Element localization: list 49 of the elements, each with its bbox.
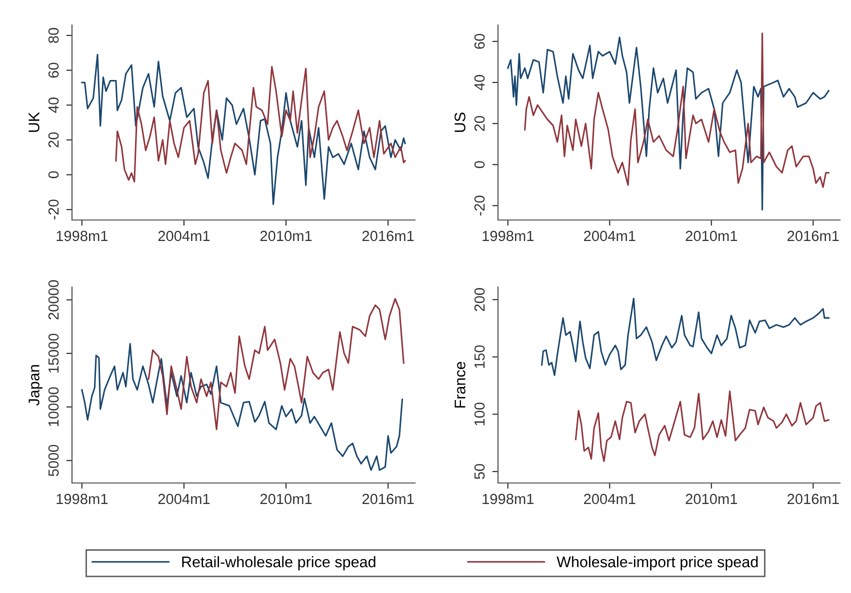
x-tick-label: 2004m1 (158, 230, 210, 242)
x-tick-label: 1998m1 (56, 230, 108, 242)
x-tick-label: 2004m1 (584, 230, 636, 242)
x-tick-label: 2016m1 (788, 494, 839, 504)
x-tick-label: 2010m1 (260, 230, 312, 242)
line-series (81, 343, 404, 471)
x-tick-label: 2016m1 (788, 230, 839, 242)
y-tick-label: 200 (474, 288, 485, 312)
line-series (148, 298, 404, 430)
y-tick-label: 20000 (48, 280, 59, 320)
y-tick-label: 20 (474, 116, 485, 131)
y-tick-label: 10000 (48, 387, 59, 426)
legend-label: Wholesale-import price spead (556, 556, 758, 570)
y-tick-label: 60 (48, 62, 59, 78)
line-series (524, 32, 830, 188)
line-series (541, 298, 830, 376)
y-tick-label: 0 (474, 161, 485, 168)
y-axis-title: Japan (28, 365, 42, 406)
x-tick-label: 2016m1 (362, 230, 414, 242)
x-tick-label: 2004m1 (158, 494, 210, 504)
line-series (574, 390, 830, 462)
y-tick-label: 100 (474, 402, 485, 426)
y-tick-label: 15000 (48, 334, 59, 373)
y-tick-label: 60 (474, 34, 485, 49)
y-tick-label: 20 (48, 132, 59, 148)
y-tick-label: 40 (48, 98, 59, 113)
line-series (507, 36, 830, 210)
x-tick-label: 1998m1 (482, 494, 534, 504)
y-tick-label: 0 (48, 171, 59, 178)
line-series (115, 66, 406, 182)
x-tick-label: 2010m1 (686, 230, 738, 242)
y-axis-title: France (454, 362, 466, 408)
legend-label: Retail-wholesale price spead (182, 556, 376, 570)
x-tick-label: 2010m1 (686, 494, 738, 504)
y-tick-label: -20 (474, 196, 485, 216)
y-tick-label: 40 (474, 74, 485, 90)
y-tick-label: 80 (48, 28, 59, 43)
x-tick-label: 2016m1 (362, 494, 414, 504)
y-axis-title: US (454, 112, 466, 132)
line-series (81, 54, 406, 206)
x-tick-label: 1998m1 (482, 230, 534, 242)
y-tick-label: 150 (474, 345, 485, 368)
x-tick-label: 1998m1 (56, 494, 108, 504)
y-tick-label: 50 (474, 464, 485, 480)
x-tick-label: 2004m1 (584, 494, 636, 504)
y-tick-label: 5000 (48, 444, 59, 476)
x-tick-label: 2010m1 (260, 494, 312, 504)
y-axis-title: UK (28, 112, 40, 132)
y-tick-label: -20 (48, 200, 59, 220)
